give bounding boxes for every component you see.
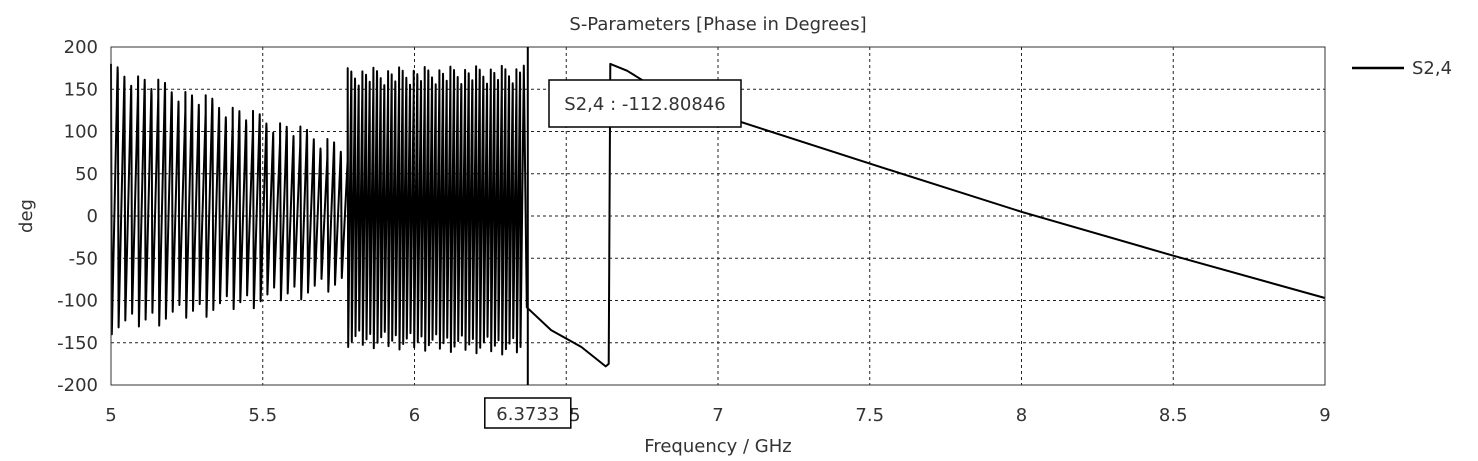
y-tick-labels: 200 150 100 50 0 -50 -100 -150 -200 xyxy=(57,37,98,396)
y-tick-label: 150 xyxy=(64,79,98,100)
x-axis-label: Frequency / GHz xyxy=(644,436,791,457)
y-tick-label: 100 xyxy=(64,122,98,143)
x-tick-label: 6 xyxy=(409,405,420,426)
x-tick-label: 5 xyxy=(105,405,116,426)
x-tick-label: 8.5 xyxy=(1159,405,1188,426)
y-tick-label: 200 xyxy=(64,37,98,58)
chart-title: S-Parameters [Phase in Degrees] xyxy=(569,14,866,35)
series-layer xyxy=(110,62,1326,368)
marker-readout: S2,4 : -112.80846 xyxy=(564,94,725,115)
y-tick-label: -100 xyxy=(57,291,98,312)
legend: S2,4 xyxy=(1352,58,1452,79)
x-tick-label: 7 xyxy=(712,405,723,426)
series-line-s24 xyxy=(110,62,1326,368)
marker-x-label-box xyxy=(484,397,572,429)
plot-frame xyxy=(110,46,1326,386)
x-tick-label: 7.5 xyxy=(855,405,884,426)
x-tick-label: 9 xyxy=(1319,405,1330,426)
y-tick-label: -150 xyxy=(57,333,98,354)
marker-x-label: 6.3733 xyxy=(496,404,559,425)
x-tick-label: 8 xyxy=(1016,405,1027,426)
x-tick-labels: 55.566.577.588.59 xyxy=(105,405,1330,426)
marker[interactable]: 6.3733 S2,4 : -112.80846 xyxy=(484,47,742,429)
y-tick-label: 0 xyxy=(87,206,98,227)
marker-readout-box xyxy=(548,79,742,128)
y-axis-label: deg xyxy=(16,199,37,233)
legend-label-s24: S2,4 xyxy=(1412,58,1452,79)
x-tick-label: 5.5 xyxy=(248,405,277,426)
y-tick-label: -200 xyxy=(57,375,98,396)
y-tick-label: -50 xyxy=(69,248,98,269)
y-tick-label: 50 xyxy=(75,164,98,185)
